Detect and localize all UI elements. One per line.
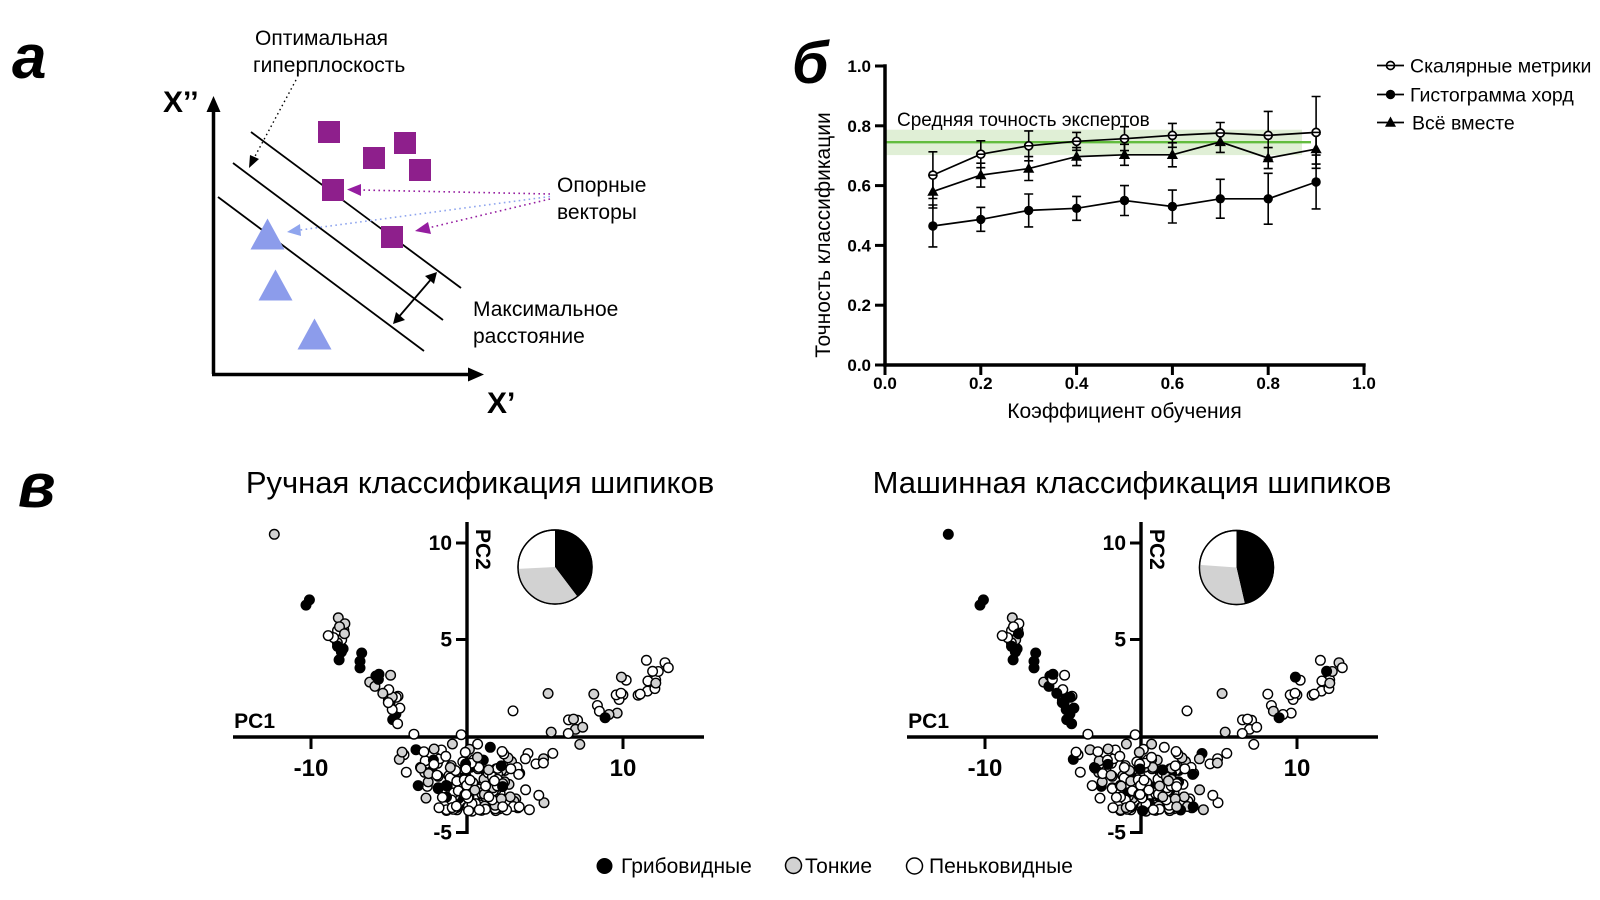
svg-text:Машинная классификация шипиков: Машинная классификация шипиков [873,465,1392,500]
svg-text:гиперплоскость: гиперплоскость [253,54,405,77]
svg-text:10: 10 [610,755,637,782]
svg-text:-10: -10 [294,755,329,782]
svg-text:-5: -5 [1107,822,1126,845]
svg-text:X’: X’ [487,387,515,420]
svg-text:Пеньковидные: Пеньковидные [929,855,1073,878]
svg-text:0.2: 0.2 [847,296,871,315]
svg-text:PC2: PC2 [1145,529,1168,570]
svg-text:X’’: X’’ [163,86,199,119]
svg-text:0.6: 0.6 [847,177,871,196]
svg-text:0.4: 0.4 [847,236,871,255]
svg-text:PC1: PC1 [234,710,275,733]
svg-text:5: 5 [440,629,452,652]
svg-text:б: б [792,30,830,96]
svg-text:расстояние: расстояние [473,325,585,348]
svg-text:0.0: 0.0 [873,374,897,393]
svg-text:Максимальное: Максимальное [473,298,618,321]
svg-text:в: в [18,452,55,521]
svg-text:5: 5 [1114,629,1126,652]
svg-text:Ручная классификация шипиков: Ручная классификация шипиков [246,465,714,500]
svg-text:0.4: 0.4 [1065,374,1089,393]
svg-text:Оптимальная: Оптимальная [255,27,388,50]
svg-text:0.8: 0.8 [1256,374,1280,393]
svg-text:0.6: 0.6 [1161,374,1185,393]
svg-text:Коэффициент обучения: Коэффициент обучения [1007,400,1241,423]
svg-text:Опорные: Опорные [557,174,646,197]
svg-text:1.0: 1.0 [1352,374,1376,393]
svg-text:10: 10 [1103,532,1126,555]
svg-text:векторы: векторы [557,201,637,224]
svg-text:Всё вместе: Всё вместе [1412,113,1515,135]
svg-text:Тонкие: Тонкие [805,855,872,878]
svg-text:Средняя точность экспертов: Средняя точность экспертов [897,110,1150,131]
svg-text:10: 10 [429,532,452,555]
svg-text:0.2: 0.2 [969,374,993,393]
svg-text:а: а [12,23,46,92]
svg-text:-10: -10 [968,755,1003,782]
svg-text:-5: -5 [433,822,452,845]
svg-text:1.0: 1.0 [847,57,871,76]
svg-text:PC2: PC2 [471,529,494,570]
svg-text:10: 10 [1284,755,1311,782]
svg-text:Грибовидные: Грибовидные [621,855,752,878]
svg-text:0.0: 0.0 [847,356,871,375]
svg-text:Точность классификации: Точность классификации [812,112,835,357]
svg-text:0.8: 0.8 [847,117,871,136]
svg-text:PC1: PC1 [908,710,949,733]
svg-text:Гистограмма хорд: Гистограмма хорд [1410,85,1574,107]
svg-text:Скалярные метрики: Скалярные метрики [1410,56,1591,78]
